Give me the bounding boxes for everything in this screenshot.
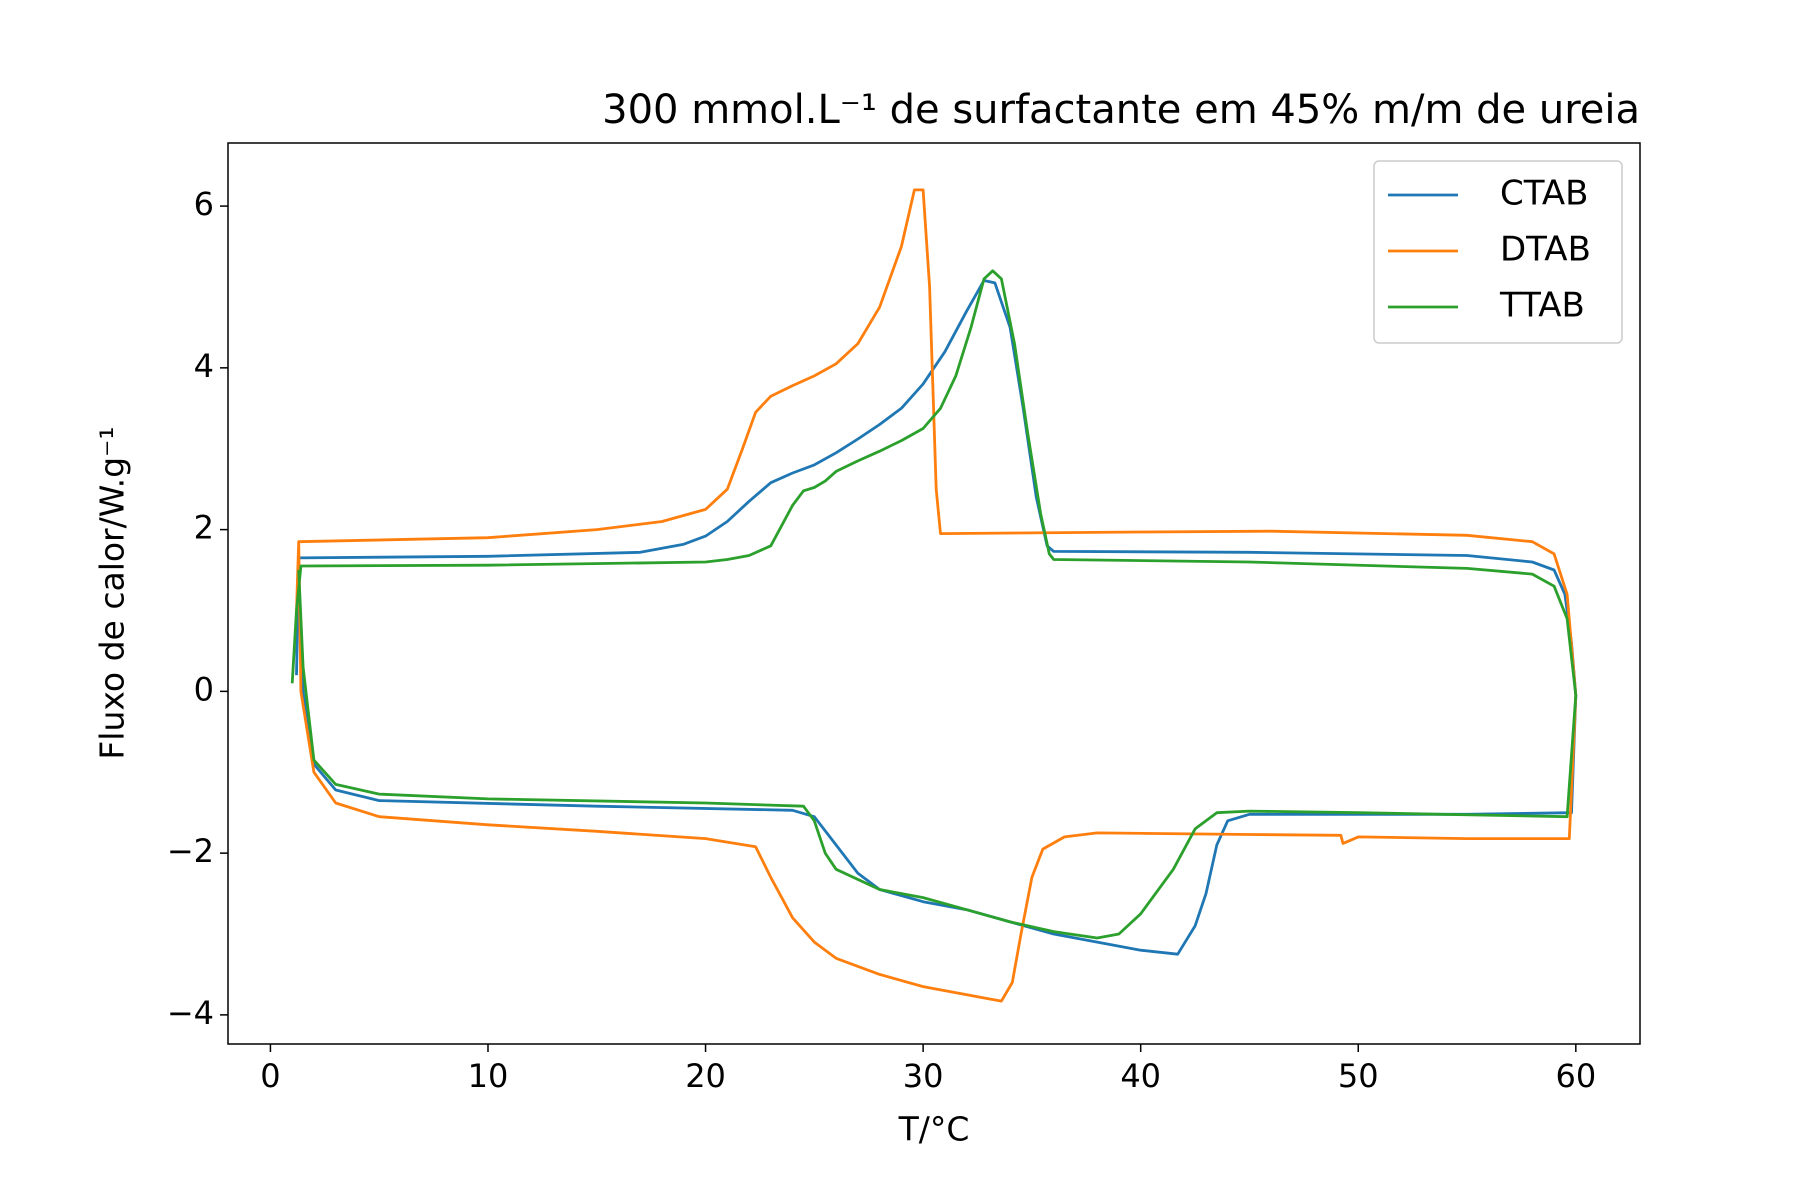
y-tick-label: 4 [194,347,214,385]
x-tick-label: 60 [1555,1057,1596,1095]
x-tick-label: 30 [903,1057,944,1095]
x-tick-label: 40 [1120,1057,1161,1095]
y-tick-label: −4 [167,994,214,1032]
line-series [290,269,1578,940]
legend-label: CTAB [1500,174,1588,214]
chart-title: 300 mmol.L⁻¹ de surfactante em 45% m/m d… [602,87,1640,133]
x-tick-label: 50 [1338,1057,1379,1095]
x-axis-label: T/°C [898,1110,970,1149]
line-series [295,188,1578,1003]
line-series [295,279,1578,956]
plot-frame [227,142,1641,1045]
legend-box [1373,160,1623,344]
y-tick-label: 6 [194,185,214,223]
y-tick-label: 0 [194,670,214,708]
x-tick-label: 10 [468,1057,509,1095]
legend-label: DTAB [1500,230,1591,270]
x-tick-label: 20 [685,1057,726,1095]
y-axis-label: Fluxo de calor/W.g⁻¹ [93,426,132,759]
y-tick-label: −2 [167,832,214,870]
y-tick-label: 2 [194,509,214,547]
legend-label: TTAB [1499,286,1585,326]
x-tick-label: 0 [260,1057,280,1095]
